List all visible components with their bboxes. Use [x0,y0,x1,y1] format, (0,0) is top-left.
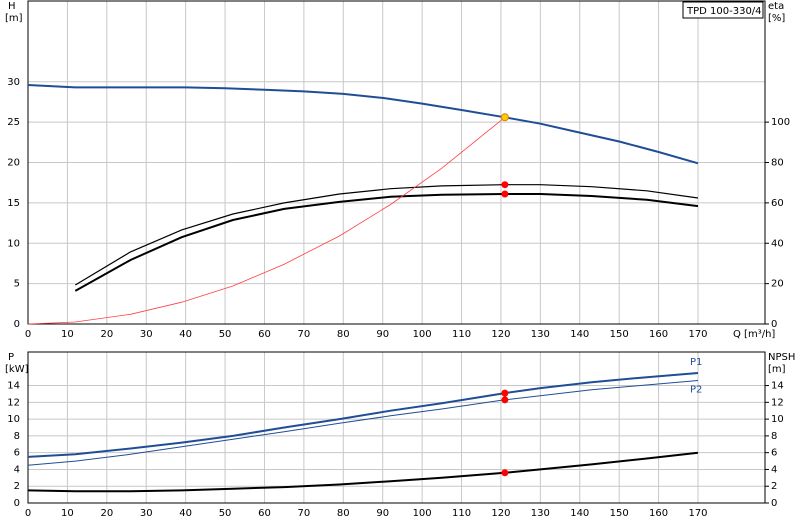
x-tick-label: 30 [140,329,153,340]
x-tick-label: 20 [100,508,113,519]
x-axis-label: Q [m³/h] [733,329,775,340]
y-tick-label: 10 [7,238,20,249]
y2-tick-label: 4 [771,464,777,475]
legend-label: P2 [690,385,702,396]
x-tick-label: 10 [61,508,74,519]
x-tick-label: 90 [376,329,389,340]
x-tick-label: 40 [179,508,192,519]
x-tick-label: 10 [61,329,74,340]
curve [27,84,699,165]
plot-frame [27,351,766,504]
y2-tick-label: 14 [771,381,784,392]
y-axis-unit: [kW] [5,364,29,375]
y-tick-label: 2 [14,481,20,492]
y2-tick-label: 80 [771,158,784,169]
y-tick-label: 12 [7,397,20,408]
x-tick-label: 40 [179,329,192,340]
duty-point [501,396,509,404]
x-tick-label: 120 [491,329,510,340]
y2-tick-label: 60 [771,198,784,209]
y2-tick-label: 0 [771,498,777,509]
x-tick-label: 60 [258,508,271,519]
x-tick-label: 20 [100,329,113,340]
x-tick-label: 150 [610,329,629,340]
x-tick-label: 130 [531,329,550,340]
x-tick-label: 160 [649,329,668,340]
y2-tick-label: 12 [771,397,784,408]
plot-frame [27,0,766,325]
x-tick-label: 80 [337,329,350,340]
y-tick-label: 0 [14,498,20,509]
x-tick-label: 160 [649,508,668,519]
curve [27,372,699,458]
x-tick-label: 150 [610,508,629,519]
x-tick-label: 140 [570,508,589,519]
y2-axis-label: eta [768,1,784,12]
y-tick-label: 10 [7,414,20,425]
curve [27,451,699,493]
x-tick-label: 100 [413,508,432,519]
x-tick-label: 0 [25,508,31,519]
curve [27,380,699,466]
curve [74,193,699,292]
y-axis-label: H [8,1,16,12]
x-tick-label: 170 [688,329,707,340]
curve [74,184,699,286]
y-tick-label: 30 [7,77,20,88]
duty-point [501,181,509,189]
duty-point [501,190,509,198]
y2-axis-label: NPSH [768,352,795,363]
y-tick-label: 15 [7,198,20,209]
y2-tick-label: 8 [771,431,777,442]
y2-tick-label: 40 [771,238,784,249]
annotation: TPD 100-330/4 [686,6,762,17]
duty-point [501,389,509,397]
y2-axis-unit: [m] [768,364,786,375]
y-tick-label: 0 [14,319,20,330]
y2-tick-label: 100 [771,117,790,128]
legend-label: P1 [690,357,702,368]
x-tick-label: 50 [219,508,232,519]
x-tick-label: 30 [140,508,153,519]
x-tick-label: 0 [25,329,31,340]
x-tick-label: 90 [376,508,389,519]
x-tick-label: 110 [452,329,471,340]
x-tick-label: 100 [413,329,432,340]
duty-point [500,113,509,122]
y2-tick-label: 0 [771,319,777,330]
y2-tick-label: 10 [771,414,784,425]
y-tick-label: 4 [14,464,20,475]
x-tick-label: 80 [337,508,350,519]
y-tick-label: 6 [14,448,20,459]
x-tick-label: 140 [570,329,589,340]
y2-tick-label: 6 [771,448,777,459]
x-tick-label: 170 [688,508,707,519]
y-axis-label: P [8,352,14,363]
x-tick-label: 130 [531,508,550,519]
x-tick-label: 70 [298,508,311,519]
y-tick-label: 8 [14,431,20,442]
x-tick-label: 70 [298,329,311,340]
y-axis-unit: [m] [5,13,23,24]
y-tick-label: 20 [7,158,20,169]
y2-tick-label: 20 [771,279,784,290]
x-tick-label: 50 [219,329,232,340]
y-tick-label: 5 [14,279,20,290]
x-tick-label: 120 [491,508,510,519]
duty-point [501,469,509,477]
x-tick-label: 60 [258,329,271,340]
y2-axis-unit: [%] [768,13,785,24]
y-tick-label: 25 [7,117,20,128]
y-tick-label: 14 [7,381,20,392]
y2-tick-label: 2 [771,481,777,492]
x-tick-label: 110 [452,508,471,519]
curve [27,116,506,325]
annotation-box [682,1,764,19]
